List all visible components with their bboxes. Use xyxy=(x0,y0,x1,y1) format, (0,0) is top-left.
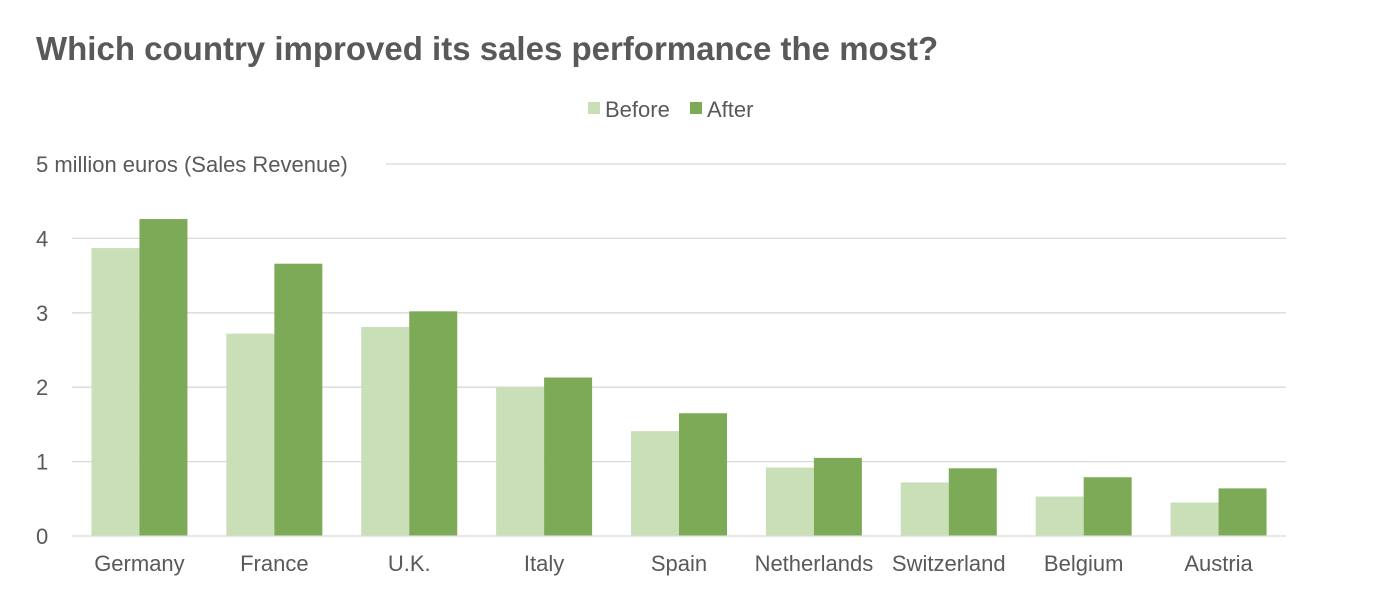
bar-after xyxy=(679,413,727,536)
bar-after xyxy=(948,468,997,536)
x-tick-label: U.K. xyxy=(388,551,431,576)
bar-after xyxy=(1083,477,1132,536)
x-tick-label: Spain xyxy=(651,551,707,576)
legend-swatch-before xyxy=(588,102,600,114)
legend-swatch-after xyxy=(690,102,702,114)
axes: 0 1 2 3 4 5 million euros (Sales Revenue) Germ… xyxy=(36,152,1286,576)
x-tick-label: France xyxy=(240,551,308,576)
bar-after xyxy=(813,457,862,536)
y-tick-label: 3 xyxy=(36,301,48,326)
y-axis-label: 5 million euros (Sales Revenue) xyxy=(36,152,348,177)
bars xyxy=(91,219,1267,536)
bar-after xyxy=(544,377,593,536)
x-tick-label: Switzerland xyxy=(892,551,1006,576)
y-tick-label: 2 xyxy=(36,375,48,400)
bar-after xyxy=(409,311,458,536)
bar-after xyxy=(139,219,188,536)
x-tick-label: Austria xyxy=(1184,551,1253,576)
bar-before xyxy=(496,387,545,536)
y-tick-label: 4 xyxy=(36,226,48,251)
legend: Before After xyxy=(588,97,753,122)
bar-before xyxy=(1035,496,1084,536)
y-tick-label: 1 xyxy=(36,450,48,475)
bar-before xyxy=(631,431,679,536)
x-tick-label: Netherlands xyxy=(755,551,874,576)
x-tick-label: Belgium xyxy=(1044,551,1123,576)
y-tick-label: 0 xyxy=(36,524,48,549)
bar-after xyxy=(274,263,323,536)
bar-before xyxy=(91,248,140,536)
bar-before xyxy=(765,467,814,536)
chart-title: Which country improved its sales perform… xyxy=(36,30,939,67)
bar-before xyxy=(1170,502,1219,536)
legend-label-after: After xyxy=(707,97,753,122)
x-tick-label: Italy xyxy=(524,551,564,576)
bar-after xyxy=(1218,488,1267,536)
bar-before xyxy=(361,326,410,536)
bar-before xyxy=(900,482,949,536)
legend-label-before: Before xyxy=(605,97,670,122)
bar-before xyxy=(226,333,275,536)
x-tick-label: Germany xyxy=(94,551,184,576)
